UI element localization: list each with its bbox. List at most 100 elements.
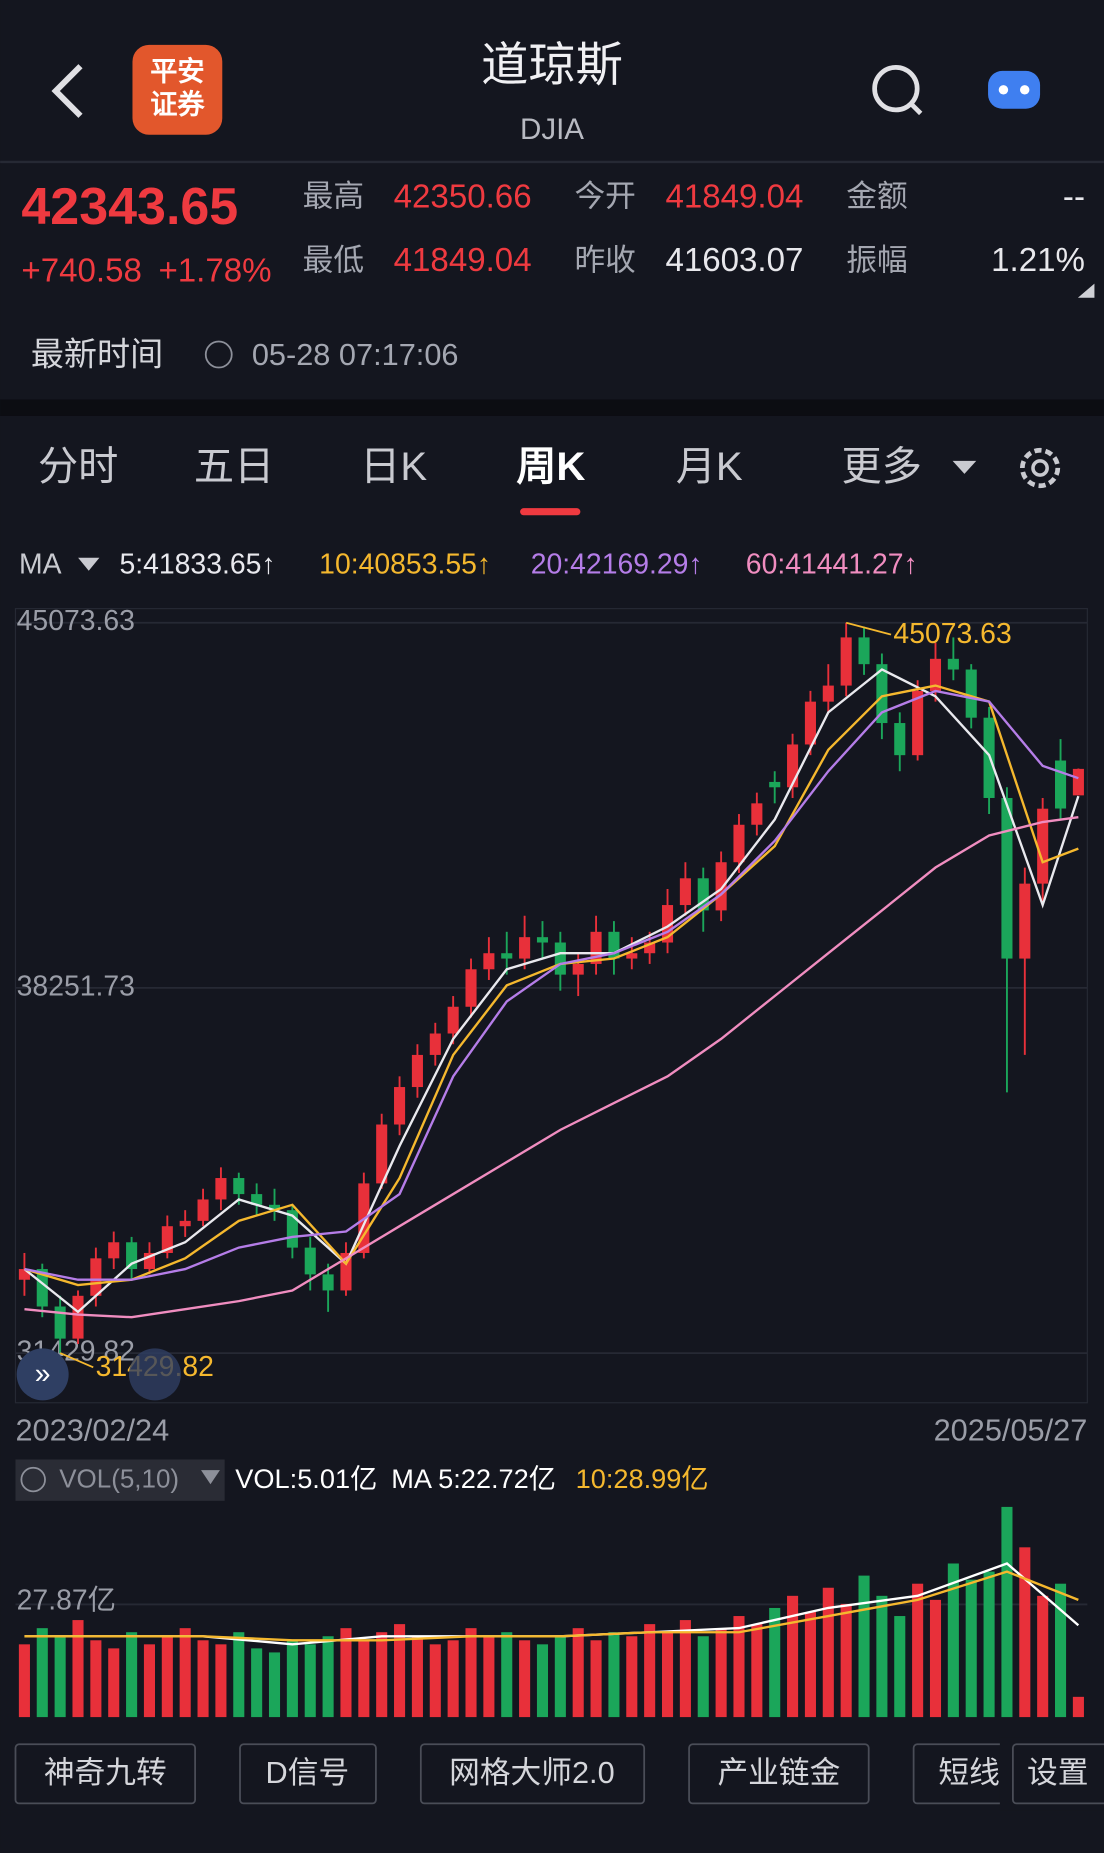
volume-bar: [679, 1620, 691, 1718]
volume-bar: [894, 1616, 906, 1718]
time-label: 最新时间: [31, 337, 163, 374]
tool-button[interactable]: [239, 1743, 377, 1805]
candle-body: [394, 1087, 406, 1125]
volume-bar: [626, 1636, 638, 1718]
tool-button[interactable]: [14, 1743, 196, 1805]
quote-value: 42350.66: [394, 178, 532, 215]
candle-body: [376, 1124, 388, 1184]
volume-bar: [965, 1579, 977, 1718]
info-icon[interactable]: [204, 340, 233, 369]
volume-bar: [751, 1624, 763, 1718]
tool-button-text: 短线: [938, 1755, 999, 1790]
ma-legend: 20:42169.29↑: [531, 549, 703, 581]
volume-bar: [394, 1624, 406, 1718]
price: 42343.65: [21, 178, 238, 236]
plot-frame: [14, 608, 1088, 1404]
volume-bar: [1037, 1595, 1049, 1718]
candle-body: [590, 931, 602, 964]
y-tick-label: 38251.73: [17, 970, 135, 1002]
candle-body: [626, 953, 638, 959]
change-pct: +1.78%: [158, 253, 271, 290]
candle-body: [751, 803, 763, 825]
change: +740.58: [21, 253, 142, 290]
volume-bar: [501, 1632, 513, 1718]
ma-legend: 5:41833.65↑: [119, 549, 275, 581]
quote-value: 41849.04: [665, 178, 803, 215]
volume-bar: [590, 1640, 602, 1718]
candle-body: [447, 1006, 459, 1034]
ma-line: [24, 689, 1079, 1281]
candle-body: [822, 685, 834, 702]
ma-line: [24, 816, 1079, 1319]
candle-body: [554, 942, 566, 975]
candle-body: [804, 701, 816, 745]
vol-legend: 10:28.99亿: [576, 1463, 709, 1494]
x-tick-label: 2025/05/27: [934, 1412, 1088, 1447]
volume-bar: [161, 1636, 173, 1718]
candle-body: [322, 1274, 334, 1291]
candle-body: [161, 1226, 173, 1253]
x-tick-label: 2023/02/24: [15, 1412, 169, 1447]
volume-bar: [411, 1636, 423, 1718]
quote-label: 最高: [303, 179, 364, 214]
volume-bar: [822, 1587, 834, 1718]
settings-button[interactable]: [1019, 447, 1061, 489]
candle-body: [501, 953, 513, 959]
volume-bar: [376, 1632, 388, 1718]
tool-button[interactable]: [688, 1743, 870, 1805]
vol-legend-box[interactable]: [15, 1459, 225, 1501]
volume-bar: [519, 1640, 531, 1718]
candle-body: [36, 1269, 48, 1307]
quote-label: 今开: [574, 179, 635, 214]
candle-body: [644, 942, 656, 954]
volume-bar: [268, 1652, 281, 1718]
volume-bar: [90, 1640, 102, 1718]
vol-legend: VOL:5.01亿: [235, 1463, 377, 1494]
volume-bar: [251, 1648, 263, 1718]
candle-body: [465, 969, 477, 1007]
volume-bar: [304, 1644, 316, 1718]
search-button[interactable]: [872, 64, 923, 116]
quote-value: --: [1063, 178, 1085, 215]
tool-button[interactable]: [1012, 1743, 1104, 1805]
candle-body: [1001, 797, 1013, 959]
candle-body: [929, 658, 942, 691]
tab[interactable]: 月K: [676, 444, 743, 489]
volume-bar: [536, 1644, 549, 1718]
candle-body: [429, 1033, 441, 1055]
candle-body: [90, 1258, 102, 1296]
candle-body: [215, 1178, 227, 1200]
logo-text: 证券: [150, 89, 205, 120]
candle-body: [1019, 883, 1031, 959]
tab[interactable]: 五日: [194, 444, 274, 489]
candle-body: [54, 1306, 66, 1339]
volume-bar: [36, 1628, 48, 1718]
volume-bar: [697, 1636, 709, 1718]
robot-button[interactable]: [988, 70, 1041, 109]
candle-body: [947, 658, 959, 670]
logo[interactable]: [132, 44, 223, 135]
max-annotation: 45073.63: [893, 618, 1011, 650]
tab-active[interactable]: 周K: [516, 444, 585, 489]
back-button[interactable]: [51, 64, 83, 118]
expand-button[interactable]: [16, 1348, 69, 1401]
tab[interactable]: 更多: [842, 444, 922, 489]
candle-body: [697, 878, 709, 911]
volume-bar: [715, 1628, 727, 1718]
ma-legend-title[interactable]: MA: [19, 549, 62, 581]
candle-body: [912, 690, 924, 756]
fullscreen-button[interactable]: [128, 1348, 181, 1401]
volume-bar: [983, 1571, 995, 1718]
ma-legend: 60:41441.27↑: [746, 549, 918, 581]
volume-bar: [804, 1611, 816, 1718]
candle-body: [733, 824, 745, 863]
candle-body: [769, 781, 781, 788]
tab[interactable]: 分时: [38, 444, 118, 489]
candle-body: [840, 637, 852, 686]
volume-bar: [1019, 1547, 1031, 1718]
quote-value: 41849.04: [394, 242, 532, 279]
tool-button[interactable]: [419, 1743, 646, 1805]
tab[interactable]: 日K: [360, 444, 427, 489]
